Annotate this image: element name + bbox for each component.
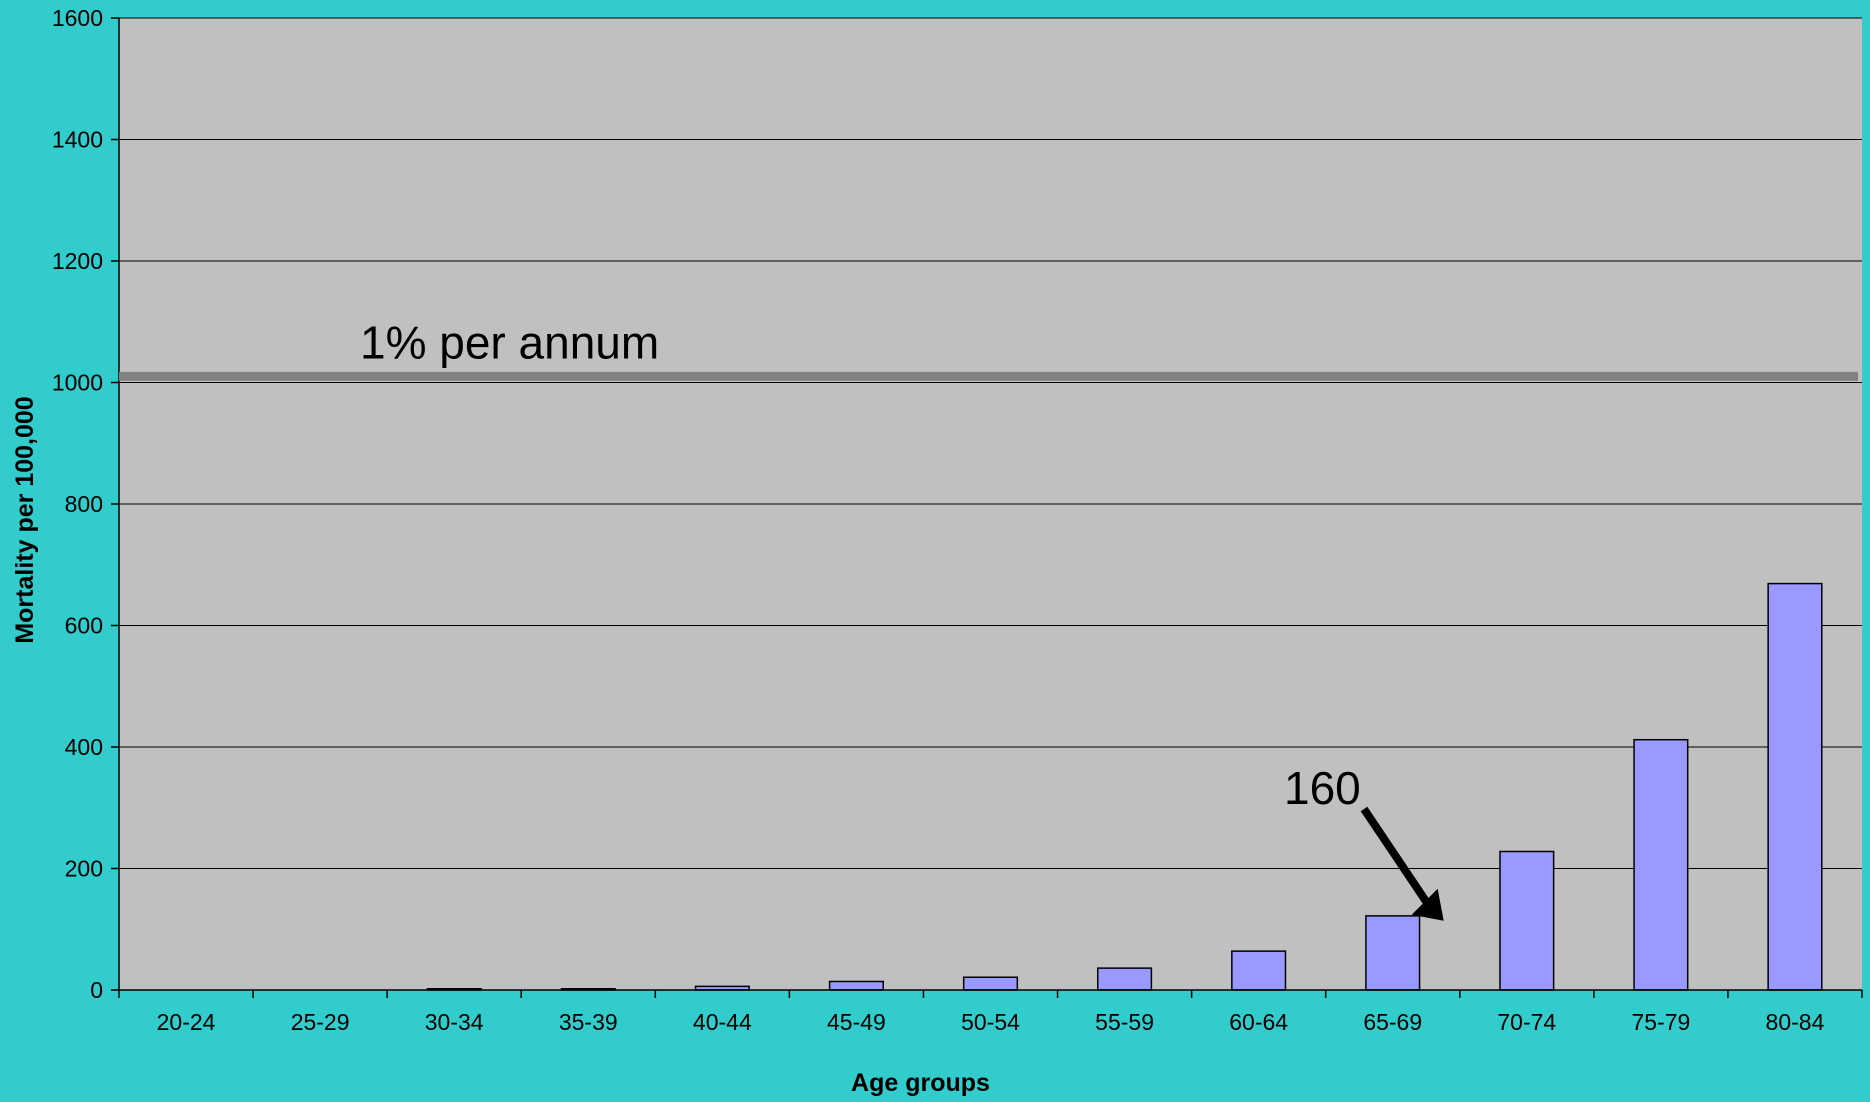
x-tick-label-30-34: 30-34 [425, 1009, 484, 1035]
axes [111, 17, 1863, 998]
x-tick-label-45-49: 45-49 [827, 1009, 886, 1035]
x-tick-label-25-29: 25-29 [291, 1009, 350, 1035]
y-tick-label-200: 200 [65, 856, 103, 882]
y-tick-labels: 0 200 400 600 800 1000 1200 1400 1600 [52, 5, 103, 1003]
x-tick-labels: 20-24 25-29 30-34 35-39 40-44 45-49 50-54 55-59… [157, 1009, 1825, 1035]
x-tick-label-70-74: 70-74 [1497, 1009, 1556, 1035]
x-tick-label-50-54: 50-54 [961, 1009, 1020, 1035]
bar-60-64 [1231, 950, 1287, 991]
bar-75-79 [1633, 738, 1689, 991]
bar-55-59 [1097, 967, 1153, 991]
x-tick-label-20-24: 20-24 [157, 1009, 216, 1035]
bar-45-49 [828, 980, 884, 991]
bars [426, 582, 1823, 991]
x-tick-label-80-84: 80-84 [1766, 1009, 1825, 1035]
annotation-arrow [1360, 806, 1444, 921]
y-axis-title: Mortality per 100,000 [11, 396, 39, 643]
x-tick-label-40-44: 40-44 [693, 1009, 752, 1035]
x-tick-label-35-39: 35-39 [559, 1009, 618, 1035]
annotation-label: 160 [1284, 762, 1361, 814]
y-tick-label-1000: 1000 [52, 370, 103, 396]
reference-line-label: 1% per annum [360, 316, 659, 368]
bar-65-69 [1365, 915, 1421, 991]
bar-50-54 [962, 976, 1019, 991]
y-tick-label-0: 0 [90, 977, 103, 1003]
y-tick-label-1400: 1400 [52, 127, 103, 153]
y-tick-label-600: 600 [65, 613, 103, 639]
gridlines [119, 17, 1862, 869]
annotation-arrow-shaft [1360, 806, 1434, 910]
x-tick-label-75-79: 75-79 [1631, 1009, 1690, 1035]
y-tick-label-1600: 1600 [52, 5, 103, 31]
x-tick-label-65-69: 65-69 [1363, 1009, 1422, 1035]
x-tick-label-60-64: 60-64 [1229, 1009, 1288, 1035]
y-tick-label-1200: 1200 [52, 248, 103, 274]
y-tick-label-400: 400 [65, 734, 103, 760]
annotation-arrow-head [1411, 888, 1444, 921]
y-tick-label-800: 800 [65, 491, 103, 517]
bar-80-84 [1767, 582, 1823, 991]
bar-70-74 [1499, 850, 1555, 991]
x-axis-title: Age groups [851, 1069, 990, 1097]
x-tick-label-55-59: 55-59 [1095, 1009, 1154, 1035]
